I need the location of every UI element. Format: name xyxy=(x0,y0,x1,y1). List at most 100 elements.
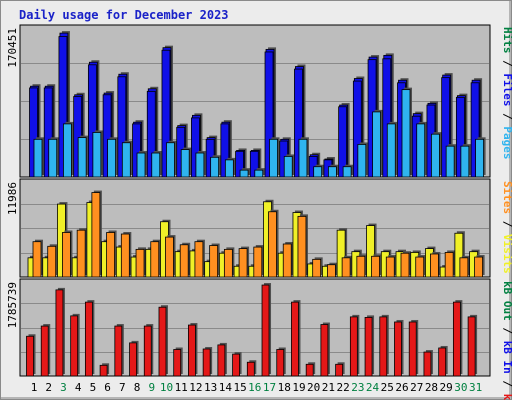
bar-files-day-6 xyxy=(102,94,112,178)
bar-files-day-7 xyxy=(117,76,127,178)
bar-kbf-day-29 xyxy=(438,347,447,377)
legend-middle-part-2: Visits xyxy=(501,234,512,274)
day-label-23: 23 xyxy=(351,381,364,394)
bar-sites-day-17 xyxy=(268,211,277,278)
bar-pages-day-17 xyxy=(269,138,278,178)
bar-kbf-day-1 xyxy=(26,335,34,377)
bar-kbf-day-20 xyxy=(305,363,314,377)
bar-pages-day-10 xyxy=(166,142,175,178)
chart-title: Daily usage for December 2023 xyxy=(19,8,229,22)
day-label-6: 6 xyxy=(104,381,111,394)
bar-sites-day-30 xyxy=(459,257,469,278)
day-label-14: 14 xyxy=(219,381,233,394)
day-label-7: 7 xyxy=(119,381,126,394)
day-label-21: 21 xyxy=(322,381,335,394)
bar-files-day-17 xyxy=(264,51,274,178)
day-label-9: 9 xyxy=(148,381,155,394)
bar-kbf-day-26 xyxy=(394,321,402,377)
legend-middle: Sites / Visits xyxy=(501,181,512,274)
bar-sites-day-7 xyxy=(120,233,130,278)
bar-kbf-day-30 xyxy=(452,301,461,377)
bar-sites-day-25 xyxy=(385,256,395,278)
bar-pages-day-8 xyxy=(136,152,146,178)
bar-sites-day-4 xyxy=(76,229,86,278)
day-label-18: 18 xyxy=(278,381,291,394)
bar-kbf-day-2 xyxy=(40,325,49,377)
bar-kbf-day-6 xyxy=(99,364,108,377)
bar-files-day-19 xyxy=(294,68,303,178)
bar-files-day-5 xyxy=(87,64,97,178)
bar-pages-day-12 xyxy=(195,152,205,178)
bar-kbf-day-13 xyxy=(202,348,211,377)
bar-sites-day-27 xyxy=(415,256,425,278)
bar-pages-day-9 xyxy=(151,152,161,178)
day-label-11: 11 xyxy=(175,381,188,394)
bar-pages-day-7 xyxy=(121,142,131,178)
bar-files-day-3 xyxy=(58,36,68,178)
bar-sites-day-28 xyxy=(430,253,439,278)
bar-pages-day-30 xyxy=(460,145,470,178)
scale-label-bottom: 1785739 xyxy=(6,282,19,328)
bar-files-day-16 xyxy=(249,150,259,178)
bar-kbf-day-16 xyxy=(246,361,255,377)
bar-sites-day-23 xyxy=(356,255,366,278)
day-label-27: 27 xyxy=(410,381,423,394)
bar-pages-day-6 xyxy=(107,138,116,178)
legend-top-part-3: / xyxy=(501,107,512,127)
bar-files-day-29 xyxy=(441,77,451,178)
day-label-2: 2 xyxy=(45,381,52,394)
bar-visits-day-24 xyxy=(366,225,375,278)
bar-pages-day-20 xyxy=(313,166,323,178)
bar-kbf-day-4 xyxy=(70,315,79,377)
bar-files-day-8 xyxy=(132,123,141,178)
bar-kbf-day-28 xyxy=(423,351,432,377)
bar-sites-day-10 xyxy=(165,236,174,278)
day-label-8: 8 xyxy=(134,381,141,394)
legend-bottom-part-4: kB F xyxy=(501,394,512,400)
bar-sites-day-15 xyxy=(238,248,248,278)
bar-kbf-day-15 xyxy=(232,353,240,377)
legend-top-part-0: Hits xyxy=(501,27,512,54)
bar-pages-day-26 xyxy=(401,89,411,178)
bar-pages-day-1 xyxy=(33,138,43,178)
bar-files-day-10 xyxy=(161,49,171,178)
bar-files-day-22 xyxy=(338,106,348,178)
bar-sites-day-11 xyxy=(179,244,189,278)
bar-sites-day-3 xyxy=(62,232,71,278)
bar-kbf-day-8 xyxy=(129,342,137,377)
bar-files-day-9 xyxy=(146,90,156,178)
bar-pages-day-19 xyxy=(298,138,308,178)
day-label-15: 15 xyxy=(233,381,246,394)
bar-files-day-30 xyxy=(455,96,465,178)
legend-bottom-part-1: / xyxy=(501,321,512,341)
day-label-22: 22 xyxy=(336,381,349,394)
bar-pages-day-16 xyxy=(254,169,264,178)
bar-pages-day-11 xyxy=(180,149,190,178)
bar-sites-day-22 xyxy=(341,257,351,278)
bar-files-day-1 xyxy=(29,87,38,178)
bar-files-day-14 xyxy=(220,123,230,178)
bar-kbf-day-31 xyxy=(467,316,476,377)
bar-sites-day-31 xyxy=(474,256,484,278)
bar-kbf-day-23 xyxy=(349,316,358,377)
bar-kbf-day-27 xyxy=(408,321,417,377)
day-label-5: 5 xyxy=(90,381,97,394)
legend-bottom-part-2: kB In xyxy=(501,341,512,374)
day-label-30: 30 xyxy=(454,381,467,394)
bar-sites-day-29 xyxy=(444,252,454,278)
bar-files-day-12 xyxy=(191,117,200,178)
bar-kbf-day-19 xyxy=(291,301,299,377)
bar-pages-day-4 xyxy=(77,137,87,178)
legend-top: Hits / Files / Pages xyxy=(501,27,512,160)
day-label-19: 19 xyxy=(292,381,305,394)
bar-pages-day-21 xyxy=(327,166,337,178)
bar-sites-day-2 xyxy=(47,245,57,278)
bar-pages-day-22 xyxy=(342,166,352,178)
bar-kbf-day-11 xyxy=(173,349,182,377)
bar-sites-day-8 xyxy=(135,248,145,278)
bar-pages-day-13 xyxy=(210,156,220,178)
day-label-16: 16 xyxy=(248,381,261,394)
bar-sites-day-6 xyxy=(106,232,115,278)
bar-sites-day-16 xyxy=(253,246,263,278)
